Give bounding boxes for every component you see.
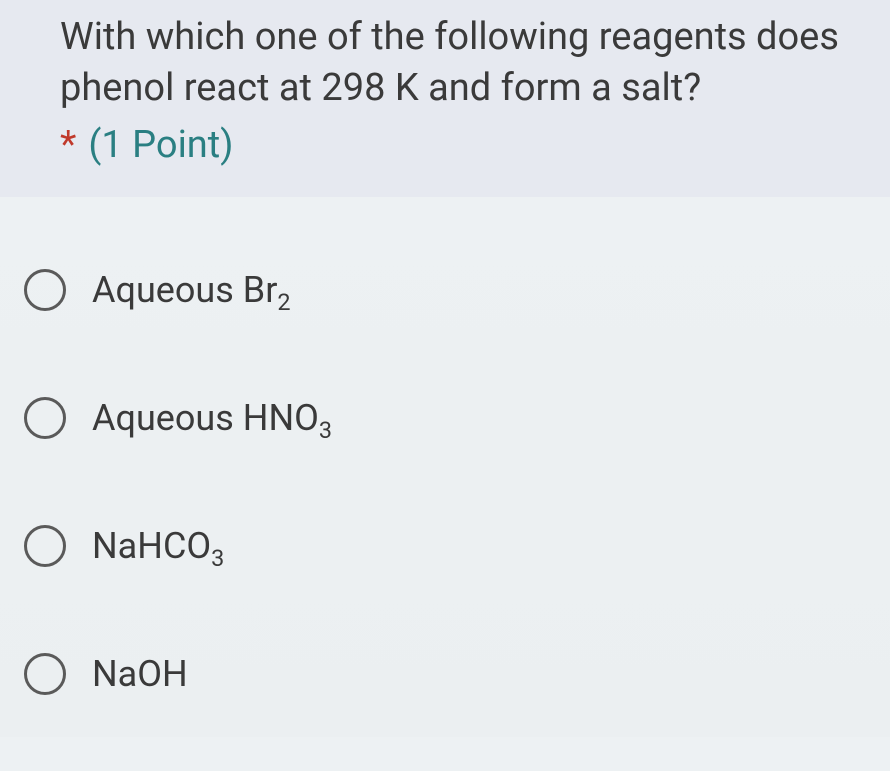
option-aqueous-br2[interactable]: Aqueous Br2 [20, 247, 870, 333]
radio-icon [24, 397, 66, 439]
radio-icon [24, 653, 66, 695]
question-text: With which one of the following reagents… [60, 12, 860, 115]
option-nahco3[interactable]: NaHCO3 [20, 503, 870, 589]
option-text-main: Aqueous Br [92, 269, 277, 311]
question-meta: * (1 Point) [60, 123, 860, 167]
question-header: With which one of the following reagents… [0, 0, 890, 197]
option-text-sub: 3 [319, 416, 332, 444]
option-text-main: NaOH [92, 653, 188, 695]
points-label: (1 Point) [88, 123, 233, 167]
option-text-sub: 2 [277, 288, 290, 316]
option-label: Aqueous Br2 [92, 269, 291, 311]
options-list: Aqueous Br2 Aqueous HNO3 NaHCO3 NaOH [0, 197, 890, 737]
option-aqueous-hno3[interactable]: Aqueous HNO3 [20, 375, 870, 461]
option-text-main: Aqueous HNO [92, 397, 319, 439]
option-label: Aqueous HNO3 [92, 397, 332, 439]
required-asterisk: * [60, 123, 76, 167]
option-text-main: NaHCO [92, 525, 211, 567]
option-label: NaOH [92, 653, 188, 695]
option-naoh[interactable]: NaOH [20, 631, 870, 717]
radio-icon [24, 525, 66, 567]
option-text-sub: 3 [211, 544, 224, 572]
radio-icon [24, 269, 66, 311]
option-label: NaHCO3 [92, 525, 224, 567]
